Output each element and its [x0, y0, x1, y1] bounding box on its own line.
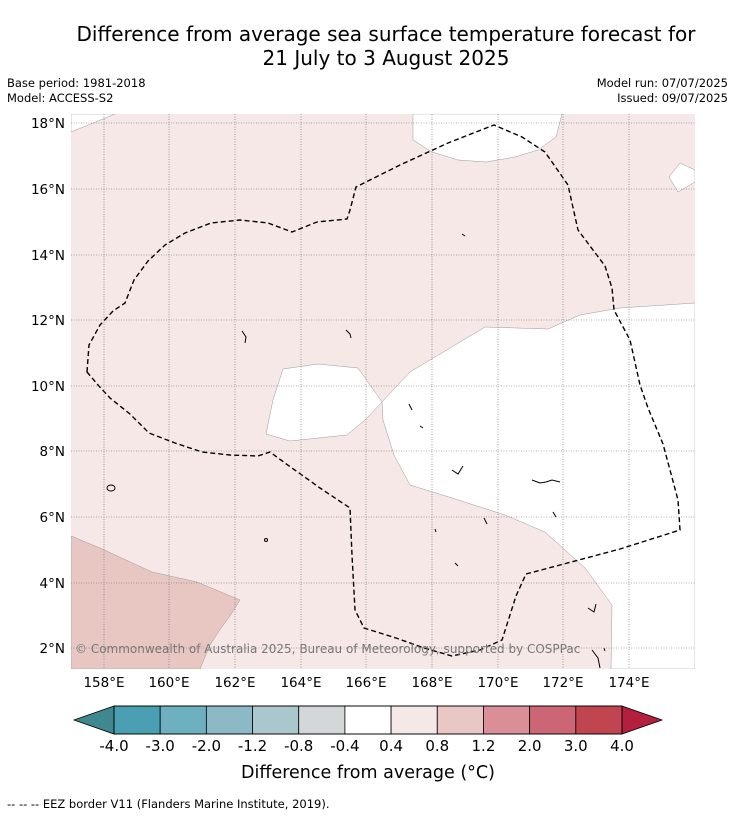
- colorbar-tick-label: -0.8: [284, 737, 313, 755]
- island: [591, 649, 601, 669]
- colorbar-over-arrow: [621, 705, 664, 735]
- eez-footnote: -- -- -- EEZ border V11 (Flanders Marine…: [7, 797, 330, 811]
- model-name: Model: ACCESS-S2: [7, 91, 114, 105]
- island: [106, 484, 116, 492]
- copyright-notice: © Commonwealth of Australia 2025, Bureau…: [75, 642, 580, 656]
- colorbar-tick-label: 2.0: [518, 737, 542, 755]
- lon-label: 172°E: [542, 675, 583, 691]
- lon-label: 160°E: [148, 675, 189, 691]
- meta-right: Model run: 07/07/2025 Issued: 09/07/2025: [597, 76, 728, 106]
- colorbar-segment: [113, 705, 161, 735]
- colorbar-segment: [436, 705, 484, 735]
- colorbar-segment: [390, 705, 438, 735]
- eez-border: [86, 124, 681, 657]
- colorbar-title: Difference from average (°C): [241, 763, 495, 783]
- island: [345, 329, 352, 339]
- latitude-labels: 18°N 16°N 14°N 12°N 10°N 8°N 6°N 4°N 2°N: [31, 116, 65, 657]
- island: [264, 538, 268, 542]
- base-period: Base period: 1981-2018: [7, 76, 146, 90]
- colorbar: -4.0 -3.0 -2.0 -1.2 -0.8 -0.4 0.4 0.8 1.2 2.0 3.0 4…: [72, 705, 664, 755]
- island: [451, 465, 464, 475]
- colorbar-tick-label: 1.2: [472, 737, 496, 755]
- meta-left: Base period: 1981-2018 Model: ACCESS-S2: [7, 76, 146, 106]
- colorbar-tick-label: 3.0: [564, 737, 588, 755]
- colorbar-segment: [483, 705, 531, 735]
- colorbar-segments: [113, 705, 623, 735]
- colorbar-segment: [575, 705, 623, 735]
- map-title: Difference from average sea surface temp…: [36, 22, 736, 70]
- lon-label: 168°E: [411, 675, 452, 691]
- lat-label: 6°N: [40, 510, 65, 526]
- colorbar-segment: [298, 705, 346, 735]
- island: [434, 528, 437, 533]
- colorbar-tick-label: 0.4: [379, 737, 403, 755]
- colorbar-tick-labels: -4.0 -3.0 -2.0 -1.2 -0.8 -0.4 0.4 0.8 1.2 2.0 3.0 4…: [99, 737, 634, 755]
- island: [408, 403, 413, 411]
- colorbar-tick-label: 0.8: [425, 737, 449, 755]
- graticule: [71, 114, 695, 669]
- lat-label: 16°N: [31, 182, 65, 198]
- near-average-region-ne: [668, 162, 695, 193]
- colorbar-segment: [205, 705, 253, 735]
- lon-label: 158°E: [83, 675, 124, 691]
- colorbar-under-arrow: [72, 705, 115, 735]
- title-line-2: 21 July to 3 August 2025: [262, 46, 510, 70]
- lon-label: 166°E: [345, 675, 386, 691]
- near-average-region-north: [412, 114, 563, 163]
- lon-label: 164°E: [280, 675, 321, 691]
- colorbar-segment: [159, 705, 207, 735]
- islands: [106, 233, 606, 669]
- colorbar-frame: [113, 705, 623, 735]
- colorbar-segment: [529, 705, 577, 735]
- island: [241, 330, 247, 344]
- lon-label: 174°E: [608, 675, 649, 691]
- colorbar-segment: [252, 705, 300, 735]
- colorbar-segment: [344, 705, 392, 735]
- map-area: © Commonwealth of Australia 2025, Bureau…: [71, 114, 695, 669]
- colorbar-tick-label: -2.0: [192, 737, 221, 755]
- colorbar-tick-label: -4.0: [99, 737, 128, 755]
- lat-label: 8°N: [40, 444, 65, 460]
- lon-label: 170°E: [477, 675, 518, 691]
- island: [419, 425, 424, 429]
- island: [587, 603, 597, 613]
- colorbar-tick-label: -1.2: [238, 737, 267, 755]
- island: [603, 647, 606, 652]
- island: [531, 479, 561, 484]
- lat-label: 2°N: [40, 641, 65, 657]
- island: [461, 233, 466, 237]
- colorbar-tick-label: 4.0: [610, 737, 634, 755]
- colorbar-tick-label: -3.0: [146, 737, 175, 755]
- near-average-region-nw: [71, 114, 116, 133]
- anomaly-field-0-8-1-2: [71, 535, 241, 669]
- lat-label: 14°N: [31, 248, 65, 264]
- near-average-region-central: [265, 363, 383, 442]
- title-line-1: Difference from average sea surface temp…: [76, 22, 696, 46]
- lon-label: 162°E: [214, 675, 255, 691]
- lat-label: 10°N: [31, 379, 65, 395]
- colorbar-tick-label: -0.4: [330, 737, 359, 755]
- lat-label: 18°N: [31, 116, 65, 132]
- island: [454, 562, 459, 567]
- issued-date: Issued: 09/07/2025: [617, 91, 728, 105]
- longitude-labels: 158°E 160°E 162°E 164°E 166°E 168°E 170°…: [83, 675, 649, 691]
- lat-label: 12°N: [31, 313, 65, 329]
- model-run: Model run: 07/07/2025: [596, 76, 728, 90]
- island: [483, 517, 488, 525]
- near-average-region-east: [381, 302, 695, 669]
- island: [552, 511, 557, 518]
- lat-label: 4°N: [40, 576, 65, 592]
